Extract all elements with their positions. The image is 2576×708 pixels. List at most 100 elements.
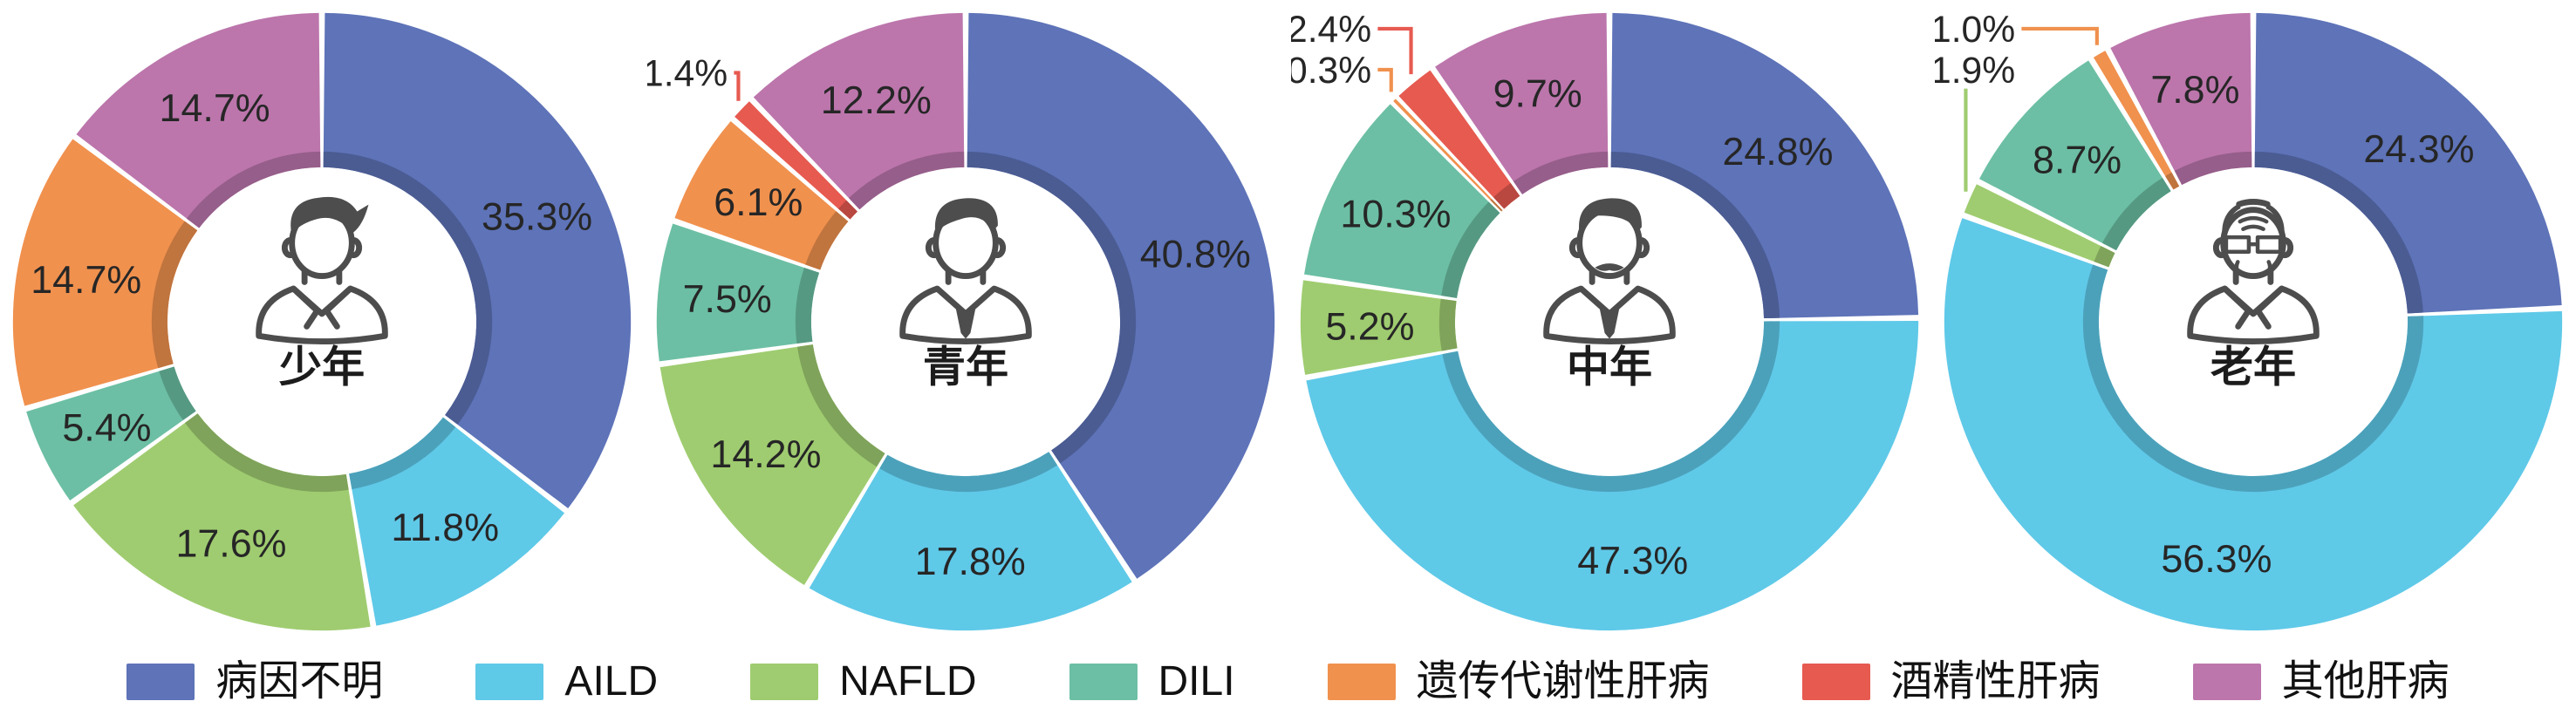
slice-percent-label: 14.7%	[160, 86, 270, 130]
slice-percent-label: 24.3%	[2363, 127, 2474, 171]
legend-label: NAFLD	[839, 658, 977, 705]
pie-slice-inner-rim	[795, 267, 820, 344]
legend-swatch	[1327, 664, 1396, 700]
donut-chart-中年: 24.8% 47.3% 5.2% 10.3% 9.7% 2.4% 0.3% 中年	[1288, 0, 1931, 643]
pie-slice-inner-rim	[1438, 298, 1458, 351]
legend-swatch	[126, 664, 195, 700]
callout-percent-label: 2.4%	[1291, 9, 1371, 51]
legend: 病因不明 AILD NAFLD DILI 遗传代谢性肝病 酒精性肝病 其他肝病	[0, 659, 2576, 705]
pie-slice-inner-rim	[1513, 151, 1609, 194]
pie-slice-inner-rim	[805, 211, 849, 270]
callout-line	[1377, 67, 1393, 92]
donut-svg-2: 40.8% 17.8% 14.2% 7.5% 6.1% 12.2% 1.4% 青年	[647, 12, 1275, 631]
callout-percent-label: 0.3%	[1291, 50, 1371, 92]
legend-label: DILI	[1158, 658, 1235, 705]
legend-label: 其他肝病	[2281, 658, 2450, 705]
slice-percent-label: 7.8%	[2150, 68, 2239, 112]
donut-chart-少年: 35.3% 11.8% 17.6% 5.4% 14.7% 14.7% 少年	[0, 0, 644, 643]
pie-slice[interactable]	[674, 121, 849, 270]
pie-slice[interactable]	[735, 101, 858, 220]
pie-slice-inner-rim	[1610, 151, 1780, 319]
donut-svg-1: 35.3% 11.8% 17.6% 5.4% 14.7% 14.7% 少年	[12, 12, 632, 631]
legend-item-遗传代谢性肝病[interactable]: 遗传代谢性肝病	[1327, 658, 1710, 705]
pie-slice-inner-rim	[151, 221, 198, 369]
legend-item-其他肝病[interactable]: 其他肝病	[2192, 658, 2450, 705]
legend-swatch	[750, 664, 819, 700]
pie-slice[interactable]	[1964, 184, 2115, 268]
pie-slice-inner-rim	[1493, 183, 1520, 209]
pie-slice-inner-rim	[2165, 172, 2180, 190]
legend-swatch	[1801, 664, 1870, 700]
slice-percent-label: 12.2%	[821, 78, 932, 122]
legend-swatch	[475, 664, 544, 700]
pie-slice[interactable]	[1393, 99, 1503, 212]
pie-slice-inner-rim	[349, 417, 456, 490]
chart-title: 中年	[1567, 344, 1652, 391]
legend-item-DILI[interactable]: DILI	[1069, 659, 1235, 705]
pie-slice[interactable]	[2254, 12, 2562, 314]
pie-slice[interactable]	[809, 452, 1132, 631]
pie-slice-inner-rim	[2101, 177, 2171, 251]
pie-slice-inner-rim	[967, 151, 1137, 464]
slice-percent-label: 14.7%	[31, 258, 141, 302]
slice-percent-label: 7.5%	[683, 277, 772, 321]
legend-item-AILD[interactable]: AILD	[475, 659, 658, 705]
callout-line	[1377, 26, 1413, 75]
pie-slice[interactable]	[26, 366, 196, 500]
slice-percent-label: 8.7%	[2033, 138, 2122, 181]
elderly-man-icon	[2187, 199, 2320, 344]
pie-slice-inner-rim	[796, 344, 885, 467]
pie-slice[interactable]	[2110, 12, 2252, 185]
pie-slices	[1944, 12, 2563, 631]
pie-slice-inner-rim	[2174, 151, 2252, 185]
slice-percent-label: 6.1%	[714, 180, 803, 224]
middle-aged-man-icon	[1543, 198, 1676, 344]
slice-percent-label: 35.3%	[482, 195, 592, 239]
pie-slice[interactable]	[73, 413, 371, 631]
teen-boy-icon	[256, 196, 388, 344]
slice-percent-label: 5.2%	[1325, 305, 1414, 349]
slice-percent-label: 10.3%	[1340, 193, 1451, 236]
callout-percent-label: 1.0%	[1935, 9, 2015, 51]
legend-item-NAFLD[interactable]: NAFLD	[750, 658, 977, 705]
pie-slice[interactable]	[2093, 51, 2180, 190]
callout-line	[734, 71, 741, 101]
slice-percent-label: 47.3%	[1577, 539, 1688, 582]
pie-slice[interactable]	[753, 12, 965, 210]
pie-slice-inner-rim	[186, 151, 321, 228]
donut-charts-row: 35.3% 11.8% 17.6% 5.4% 14.7% 14.7% 少年 40.8% 17.8…	[0, 0, 2575, 643]
donut-svg-4: 24.3% 56.3% 8.7% 7.8% 1.0%1.9% 老年	[1935, 9, 2563, 631]
legend-item-病因不明[interactable]: 病因不明	[126, 659, 383, 705]
donut-svg-3: 24.8% 47.3% 5.2% 10.3% 9.7% 2.4%0.3% 中年	[1291, 9, 1919, 631]
slice-percent-label: 56.3%	[2161, 537, 2272, 581]
chart-title: 青年	[923, 344, 1008, 391]
pie-slice[interactable]	[1398, 70, 1520, 209]
pie-slice[interactable]	[1610, 12, 1919, 319]
legend-item-酒精性肝病[interactable]: 酒精性肝病	[1801, 658, 2101, 705]
slice-percent-label: 17.8%	[915, 540, 1026, 583]
pie-slice[interactable]	[1300, 280, 1458, 375]
callout-percent-label: 1.9%	[1935, 50, 2015, 92]
pie-slice[interactable]	[1435, 12, 1609, 194]
pie-slice-inner-rim	[879, 452, 1058, 493]
callout-line	[2021, 26, 2099, 45]
donut-chart-青年: 40.8% 17.8% 14.2% 7.5% 6.1% 12.2% 1.4% 青年	[644, 0, 1288, 643]
pie-slice[interactable]	[12, 139, 198, 406]
pie-slices	[12, 12, 632, 631]
pie-slices	[656, 12, 1275, 631]
legend-label: 遗传代谢性肝病	[1416, 658, 1710, 705]
legend-label: 酒精性肝病	[1890, 658, 2101, 705]
pie-slice-inner-rim	[2254, 151, 2423, 314]
pie-slice-inner-rim	[848, 151, 965, 210]
slice-percent-label: 17.6%	[175, 522, 286, 566]
pie-slice[interactable]	[1304, 104, 1500, 298]
legend-swatch	[1069, 664, 1138, 700]
pie-slice-inner-rim	[185, 413, 349, 493]
chart-title: 少年	[279, 344, 365, 391]
donut-chart-老年: 24.3% 56.3% 8.7% 7.8% 1.0% 1.9% 老年	[1931, 0, 2575, 643]
pie-slices	[1300, 12, 1919, 631]
pie-slice[interactable]	[656, 223, 820, 362]
pie-slice-inner-rim	[1490, 199, 1503, 212]
pie-slice[interactable]	[1978, 60, 2171, 251]
young-man-icon	[899, 198, 1032, 344]
